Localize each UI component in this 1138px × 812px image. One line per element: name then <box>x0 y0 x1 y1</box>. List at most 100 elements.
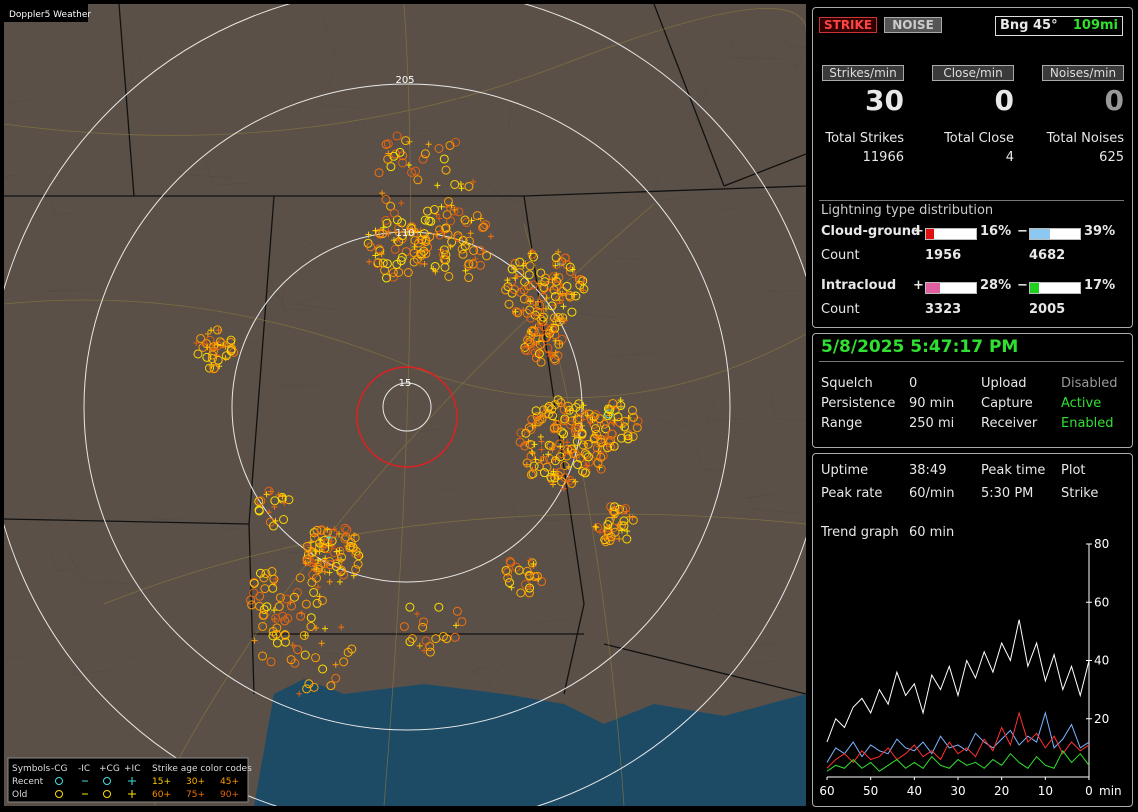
strike <box>627 405 637 415</box>
distribution-title: Lightning type distribution <box>821 203 994 218</box>
rate-label: Strikes/min <box>822 65 904 81</box>
strike <box>525 583 535 593</box>
strike <box>603 411 613 421</box>
strike <box>339 570 349 580</box>
strike <box>416 642 423 649</box>
strike <box>596 438 606 448</box>
strike <box>394 237 404 247</box>
strike <box>418 622 428 632</box>
strike <box>553 312 563 322</box>
strike <box>506 558 516 568</box>
county-line <box>170 170 234 179</box>
strike <box>289 642 296 649</box>
strike <box>552 349 559 356</box>
strike <box>562 451 572 461</box>
strike <box>215 337 225 347</box>
field: Disabled <box>1061 376 1118 391</box>
strike-button[interactable]: STRIKE <box>819 17 877 33</box>
strike <box>513 308 523 318</box>
county-line <box>442 479 458 490</box>
strike <box>395 147 405 157</box>
strike <box>547 301 557 311</box>
strike <box>308 548 318 558</box>
strike <box>520 441 530 451</box>
strike <box>469 246 479 256</box>
strike <box>549 285 559 295</box>
strike <box>254 505 264 515</box>
county-line <box>744 485 799 514</box>
strike <box>464 273 474 283</box>
strike <box>593 524 600 531</box>
strike <box>524 423 534 433</box>
strike <box>504 277 511 284</box>
strike <box>603 404 613 414</box>
strike <box>504 299 514 309</box>
strike <box>320 558 330 568</box>
strike <box>421 636 431 646</box>
strike <box>401 136 411 146</box>
strike <box>526 328 533 335</box>
strike <box>207 354 217 364</box>
strike <box>405 637 415 647</box>
strike <box>420 149 430 159</box>
strike <box>550 423 560 433</box>
percent-label: 16% <box>980 224 1012 239</box>
field: Enabled <box>1061 416 1114 431</box>
strike <box>554 339 564 349</box>
strike <box>306 613 316 623</box>
trend-line <box>826 711 1090 763</box>
strike <box>560 434 567 441</box>
strike <box>525 339 535 349</box>
legend-row: Recent <box>12 777 44 787</box>
field: Range <box>821 416 863 431</box>
strike <box>302 632 309 639</box>
strike <box>272 576 279 583</box>
y-tick-label: 40 <box>1094 654 1109 668</box>
strike <box>267 488 274 495</box>
strike <box>423 206 433 216</box>
strike <box>620 416 630 426</box>
strike <box>381 273 391 283</box>
county-line <box>730 40 782 59</box>
strike <box>565 262 575 272</box>
range-labels: 205 110 15 <box>395 75 414 389</box>
strike <box>601 537 611 547</box>
strike <box>416 260 423 267</box>
strike <box>557 477 567 487</box>
strike <box>551 275 558 282</box>
field: Active <box>1061 396 1102 411</box>
trend-panel: Uptime 38:49 Peak time Plot Peak rate 60/min 5… <box>812 453 1133 807</box>
strike <box>550 323 560 333</box>
strike <box>534 414 541 421</box>
strike <box>249 588 259 598</box>
county-line <box>202 513 238 530</box>
strike <box>311 562 318 569</box>
strike <box>487 233 494 240</box>
strike <box>621 503 631 513</box>
county-line <box>282 288 312 312</box>
strike <box>353 559 363 569</box>
strike <box>202 352 212 362</box>
strike <box>215 327 222 334</box>
strike <box>390 149 400 159</box>
strike <box>378 258 388 268</box>
strike <box>226 335 236 345</box>
strike <box>381 139 391 149</box>
strike <box>605 442 615 452</box>
strike <box>544 401 554 411</box>
age-code: 45+ <box>220 777 239 787</box>
strike <box>598 451 608 461</box>
strike <box>530 560 537 567</box>
rate-label: Close/min <box>932 65 1014 81</box>
strike <box>554 295 564 305</box>
strike <box>523 461 530 468</box>
percent-label: 17% <box>1084 278 1116 293</box>
strike <box>441 250 451 260</box>
strike <box>516 428 526 438</box>
noise-button[interactable]: NOISE <box>884 17 942 33</box>
strike <box>508 584 515 591</box>
strike <box>403 268 413 278</box>
count-label: Count <box>821 248 860 263</box>
strike <box>451 137 461 147</box>
county-line <box>513 501 560 521</box>
